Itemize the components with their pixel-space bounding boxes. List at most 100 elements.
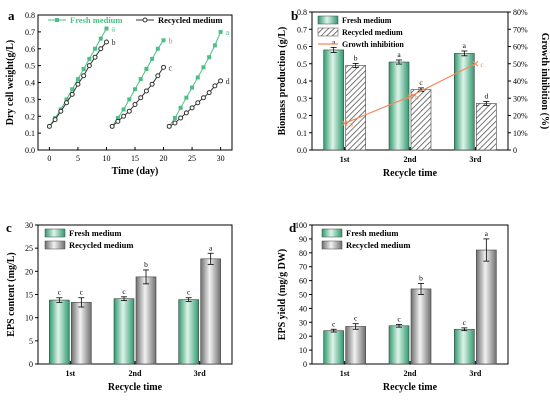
bar — [410, 288, 432, 365]
bar — [388, 61, 410, 151]
significance-letter: a — [332, 37, 336, 46]
bar — [113, 298, 135, 365]
inhibition-point — [407, 93, 413, 100]
y-tick-label: 90 — [299, 235, 307, 244]
plot-frame — [37, 14, 233, 151]
data-point — [172, 120, 178, 126]
series-line — [111, 67, 164, 127]
x-tick-label: 30 — [217, 154, 225, 163]
x-tick-label: 1st — [340, 155, 350, 164]
data-point — [75, 81, 81, 87]
x-axis-label: Recycle time — [383, 168, 438, 179]
data-point — [183, 110, 189, 116]
y-axis-label: Biomass production (g/L) — [277, 27, 288, 136]
bar — [345, 65, 366, 151]
legend-marker — [55, 18, 59, 22]
x-tick-label: 0 — [47, 154, 51, 163]
y-tick-label: 10% — [513, 129, 528, 138]
legend-swatch — [321, 228, 343, 238]
data-point — [207, 55, 212, 60]
y-tick-label: 0.0 — [297, 146, 307, 155]
data-point — [195, 75, 200, 80]
y-tick-label: 0.7 — [297, 25, 307, 34]
y-tick-label: 20 — [299, 332, 307, 341]
legend-swatch — [44, 240, 66, 250]
x-tick-label: 5 — [76, 154, 80, 163]
data-point — [115, 118, 121, 124]
data-point — [161, 38, 166, 43]
x-axis-label: Recycle time — [108, 382, 163, 393]
data-point — [98, 46, 104, 52]
bar — [454, 328, 475, 365]
significance-letter: a — [226, 28, 230, 37]
y-tick-label: 50 — [299, 291, 307, 300]
y-axis-label: EPS yield (mg/g DW) — [277, 249, 288, 340]
bar — [476, 249, 497, 365]
data-point — [46, 123, 52, 129]
y-tick-label: 40% — [513, 77, 528, 86]
y-tick-label: 0.3 — [297, 94, 307, 103]
data-point — [218, 29, 223, 34]
x-tick-label: 25 — [188, 154, 196, 163]
y-axis-label: Dry cell weight(g/L) — [5, 40, 16, 126]
data-point — [195, 100, 201, 106]
data-point — [212, 83, 218, 89]
bar — [476, 103, 497, 151]
bar — [388, 325, 410, 365]
data-point — [64, 97, 69, 102]
data-point — [86, 63, 92, 69]
panel-letter: c — [6, 220, 12, 235]
panel-a: a 0 5 10 15 20 25 30 0.0 0.1 0.2 0.3 0.4 0.5 0.6 0.7 0.8… — [5, 8, 233, 177]
data-point — [172, 115, 177, 120]
bar — [454, 53, 475, 151]
significance-letter: a — [111, 25, 115, 34]
y-tick-label: 50% — [513, 60, 528, 69]
data-point — [81, 67, 86, 71]
y-tick-label: 0.5 — [297, 60, 307, 69]
x-tick-label: 2nd — [404, 369, 417, 378]
y-tick-label: 10 — [25, 314, 33, 323]
y-tick-label: 15 — [25, 291, 33, 300]
y-tick-label: 0.4 — [25, 79, 35, 88]
data-point — [201, 65, 206, 70]
y-tick-label: 10 — [299, 346, 307, 355]
significance-letter: a — [463, 41, 467, 50]
data-point — [178, 115, 184, 121]
bar — [71, 302, 92, 365]
data-point — [200, 95, 206, 101]
x-tick-label: 3rd — [194, 369, 207, 378]
y-tick-label: 20 — [25, 267, 33, 276]
data-point — [149, 81, 155, 87]
legend-label: Recycled medium — [158, 15, 222, 25]
data-point — [218, 78, 224, 84]
x-tick-label: 20 — [160, 154, 168, 163]
series-line — [111, 40, 164, 127]
y-tick-label: 0.8 — [25, 11, 35, 20]
significance-letter: c — [169, 63, 173, 72]
bar — [345, 326, 366, 365]
legend-label: Recycled medium — [342, 28, 403, 37]
y-tick-label: 70 — [299, 263, 307, 272]
legend-swatch — [317, 15, 339, 25]
data-point — [58, 108, 64, 114]
data-point — [121, 113, 127, 119]
data-point — [150, 56, 155, 61]
bar — [323, 49, 344, 151]
significance-letter: a — [397, 50, 401, 59]
significance-letter: d — [484, 91, 488, 100]
y-tick-label: 30 — [25, 221, 33, 230]
y-tick-label: 0.3 — [25, 95, 35, 104]
significance-letter: a — [350, 119, 354, 128]
x-tick-label: 2nd — [404, 155, 417, 164]
y-tick-label: 0.6 — [297, 43, 307, 52]
y-tick-label: 0.6 — [25, 45, 35, 54]
legend-swatch — [317, 27, 339, 37]
data-point — [109, 123, 115, 129]
inhibition-point — [472, 60, 479, 67]
legend: Fresh medium Recycled medium Growth inhibi… — [317, 15, 404, 49]
y-tick-label: 25 — [25, 244, 33, 253]
data-point — [143, 88, 149, 94]
x-tick-label: 10 — [102, 154, 110, 163]
data-point — [64, 100, 70, 106]
